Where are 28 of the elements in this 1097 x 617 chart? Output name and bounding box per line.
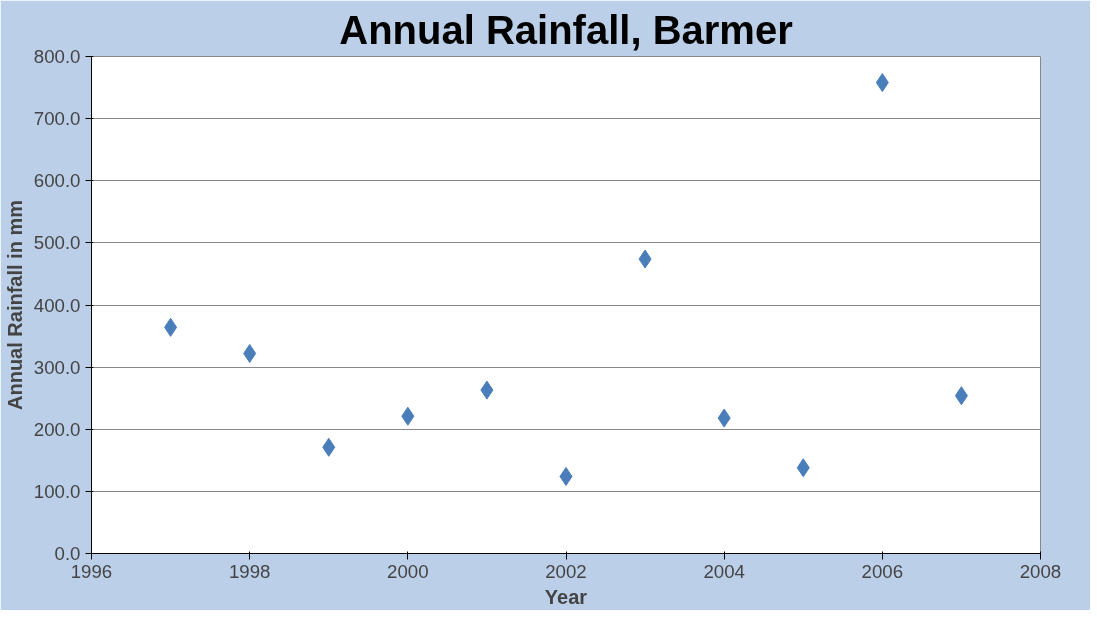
point — [559, 466, 573, 486]
point — [401, 406, 415, 426]
x-tick-label: 1998 — [228, 560, 271, 582]
x-tick-label: 2000 — [387, 560, 429, 582]
x-axis-title: Year — [544, 585, 588, 608]
y-tick-label: 100.0 — [33, 480, 81, 502]
point — [322, 437, 336, 457]
point — [164, 317, 178, 337]
y-tick-label: 500.0 — [33, 232, 81, 254]
point — [717, 408, 731, 428]
chart-title: Annual Rainfall, Barmer — [339, 7, 793, 52]
y-tick-label: 600.0 — [33, 170, 81, 192]
y-tick-label: 700.0 — [33, 108, 81, 130]
y-tick-label: 300.0 — [33, 356, 81, 378]
x-tick-label: 2004 — [703, 560, 745, 582]
y-tick-label: 800.0 — [33, 46, 81, 67]
y-axis-title: Annual Rainfall in mm — [3, 199, 26, 411]
point — [638, 249, 652, 269]
x-tick-label: 2002 — [545, 560, 587, 582]
point — [875, 73, 889, 93]
x-tick-label: 2006 — [861, 560, 904, 582]
point — [796, 458, 810, 478]
point — [480, 380, 494, 400]
point — [243, 343, 257, 363]
x-tick-label: 2008 — [1019, 560, 1062, 582]
y-tick-label: 400.0 — [33, 294, 81, 316]
point — [954, 386, 968, 406]
y-tick-label: 200.0 — [33, 418, 81, 440]
